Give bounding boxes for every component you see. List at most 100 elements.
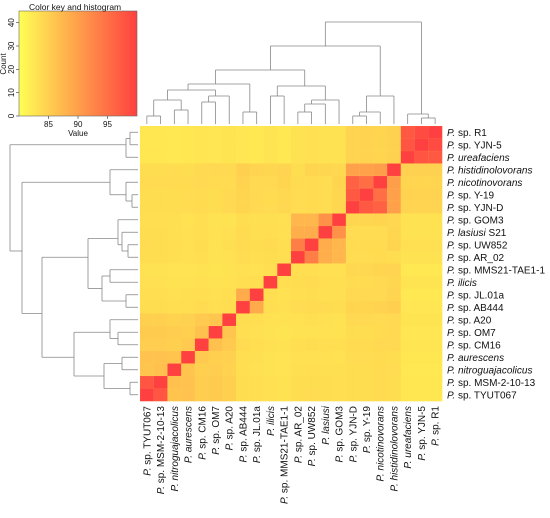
heatmap-cell [318, 350, 333, 364]
heatmap-cell [318, 300, 333, 314]
heatmap-cells [139, 125, 443, 402]
heatmap-cell [400, 175, 415, 189]
heatmap-cell [277, 250, 292, 264]
heatmap-cell [167, 275, 182, 289]
heatmap-cell [153, 150, 168, 164]
heatmap-cell [386, 150, 402, 164]
heatmap-cell [263, 225, 278, 239]
heatmap-cell [222, 150, 237, 164]
heatmap-cell [359, 213, 374, 227]
heatmap-cell [194, 325, 210, 339]
heatmap-cell [400, 363, 415, 377]
heatmap-cell [304, 225, 319, 239]
heatmap-cell [167, 188, 182, 202]
heatmap-cell [181, 138, 196, 152]
heatmap-cell [208, 225, 223, 239]
heatmap-cell [139, 138, 155, 152]
heatmap-cell [318, 163, 333, 177]
heatmap-cell [208, 175, 223, 189]
heatmap-cell [359, 175, 374, 189]
heatmap-cell [181, 213, 196, 227]
heatmap-cell [277, 225, 292, 239]
heatmap-cell [139, 325, 155, 339]
heatmap-cell [208, 213, 223, 227]
heatmap-cell [263, 238, 278, 252]
heatmap-cell [414, 213, 429, 227]
heatmap-cell [359, 313, 374, 327]
heatmap-cell [249, 388, 264, 402]
row-label: P. sp. Y-19 [447, 190, 495, 201]
heatmap-cell [235, 388, 251, 402]
heatmap-cell [167, 350, 182, 364]
heatmap-cell [222, 213, 237, 227]
color-key-y-tick: 40 [7, 18, 16, 27]
heatmap-cell [318, 313, 333, 327]
color-key-y-tick: 20 [7, 64, 16, 73]
heatmap-cell [208, 250, 223, 264]
heatmap-cell [181, 263, 196, 277]
heatmap-cell [153, 213, 168, 227]
column-label: P. histidinolovorans [389, 406, 400, 491]
heatmap-cell [263, 363, 278, 377]
heatmap-cell [263, 338, 278, 352]
heatmap-cell [290, 263, 306, 277]
heatmap-cell [359, 238, 374, 252]
heatmap-cell [332, 238, 347, 252]
heatmap-cell [139, 238, 155, 252]
heatmap-cell [235, 338, 251, 352]
heatmap-cell [153, 375, 168, 389]
heatmap-cell [359, 150, 374, 164]
heatmap-cell [139, 300, 155, 314]
heatmap-cell [428, 388, 443, 402]
row-label: P. ureafaciens [447, 153, 510, 164]
heatmap-cell [345, 200, 361, 214]
row-label: P. sp. UW852 [447, 240, 508, 251]
heatmap-cell [414, 263, 429, 277]
row-label: P. nitroguajacolicus [447, 365, 532, 376]
heatmap-cell [400, 225, 415, 239]
heatmap-cell [208, 275, 223, 289]
heatmap-cell [167, 300, 182, 314]
heatmap-cell [386, 188, 402, 202]
heatmap-cell [304, 313, 319, 327]
heatmap-cell [139, 200, 155, 214]
heatmap-cell [414, 313, 429, 327]
heatmap-cell [208, 188, 223, 202]
row-label: P. sp. YJN-D [447, 203, 503, 214]
heatmap-cell [318, 288, 333, 302]
heatmap-cell [263, 163, 278, 177]
heatmap-cell [181, 388, 196, 402]
heatmap-cell [167, 388, 182, 402]
heatmap-cell [194, 388, 210, 402]
column-label: P. sp. A20 [225, 406, 236, 451]
heatmap-cell [345, 375, 361, 389]
row-label: P. sp. R1 [447, 128, 487, 139]
heatmap-cell [139, 288, 155, 302]
heatmap-cell [263, 275, 278, 289]
heatmap-cell [386, 325, 402, 339]
heatmap-cell [373, 213, 388, 227]
heatmap-cell [208, 200, 223, 214]
heatmap-cell [222, 138, 237, 152]
heatmap-cell [277, 263, 292, 277]
heatmap-cell [277, 363, 292, 377]
heatmap-cell [222, 300, 237, 314]
heatmap-cell [263, 138, 278, 152]
column-label: P. sp. AB444 [238, 406, 249, 463]
heatmap-cell [400, 338, 415, 352]
heatmap-cell [386, 200, 402, 214]
heatmap-cell [167, 375, 182, 389]
heatmap-cell [139, 350, 155, 364]
column-label: P. sp. AR_02 [293, 406, 304, 464]
column-label: P. lasiusi [321, 405, 332, 445]
heatmap-cell [332, 388, 347, 402]
heatmap-cell [428, 163, 443, 177]
heatmap-cell [304, 363, 319, 377]
heatmap-cell [290, 238, 306, 252]
heatmap-cell [428, 125, 443, 139]
heatmap-cell [332, 150, 347, 164]
row-label: P. sp. JL.01a [447, 290, 505, 301]
heatmap-cell [194, 263, 210, 277]
heatmap-cell [414, 300, 429, 314]
